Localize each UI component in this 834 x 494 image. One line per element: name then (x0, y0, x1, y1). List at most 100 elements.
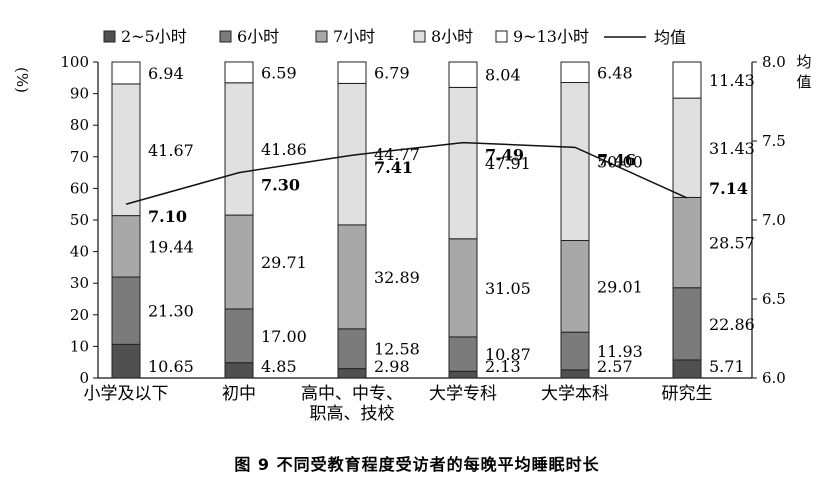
mean-label-4: 7.46 (597, 150, 636, 169)
legend-swatch-2 (315, 30, 328, 43)
category-label-3-0: 大学专科 (429, 384, 497, 404)
bar-segment-5-4 (672, 61, 702, 99)
segment-label-3-0: 2.13 (485, 357, 521, 376)
left-tick-label-1: 10 (70, 337, 89, 355)
bar-segment-1-1 (224, 308, 254, 364)
segment-label-5-3: 31.43 (709, 139, 755, 158)
category-label-0-0: 小学及以下 (84, 384, 169, 404)
segment-label-2-2: 32.89 (374, 268, 420, 287)
bar-segment-4-1 (560, 331, 590, 371)
left-tick-label-8: 80 (70, 116, 89, 134)
segment-label-1-3: 41.86 (261, 140, 307, 159)
legend-swatch-0 (103, 30, 116, 43)
left-tick-label-6: 60 (70, 179, 89, 197)
segment-label-4-4: 6.48 (597, 63, 633, 82)
category-label-1-0: 初中 (222, 384, 256, 404)
bar-segment-1-3 (224, 82, 254, 216)
category-label-4-0: 大学本科 (541, 384, 609, 404)
segment-label-0-4: 6.94 (148, 64, 184, 83)
left-tick-label-4: 40 (70, 243, 89, 261)
legend-label-0: 2~5小时 (121, 27, 187, 46)
right-tick-label-3: 7.5 (762, 132, 786, 150)
segment-label-4-2: 29.01 (597, 277, 643, 296)
bar-segment-5-1 (672, 287, 702, 361)
bar-segment-0-0 (111, 343, 141, 379)
segment-label-1-1: 17.00 (261, 327, 307, 346)
bar-segment-0-3 (111, 83, 141, 217)
mean-label-1: 7.30 (261, 176, 300, 195)
bar-segment-4-0 (560, 369, 590, 379)
right-tick-label-1: 6.5 (762, 290, 786, 308)
right-tick-label-2: 7.0 (762, 211, 786, 229)
legend-label-2: 7小时 (333, 27, 375, 46)
right-tick-label-0: 6.0 (762, 369, 786, 387)
legend-swatch-1 (219, 30, 232, 43)
segment-label-5-2: 28.57 (709, 234, 755, 253)
segment-label-2-0: 2.98 (374, 357, 410, 376)
category-label-5-0: 研究生 (662, 384, 713, 404)
segment-label-4-3: 50.00 (597, 153, 643, 172)
segment-label-2-4: 6.79 (374, 64, 410, 83)
bar-segment-4-3 (560, 82, 590, 242)
left-axis-title: (%) (13, 67, 31, 93)
segment-label-1-2: 29.71 (261, 253, 307, 272)
legend-swatch-3 (413, 30, 426, 43)
category-label-2-1: 职高、技校 (310, 404, 395, 424)
left-tick-label-3: 30 (70, 274, 89, 292)
right-axis-title-char-1: 值 (796, 73, 811, 91)
segment-label-4-0: 2.57 (597, 357, 633, 376)
segment-label-1-0: 4.85 (261, 357, 297, 376)
bar-segment-3-3 (448, 86, 478, 240)
bar-segment-1-2 (224, 214, 254, 310)
segment-label-0-2: 19.44 (148, 237, 194, 256)
bar-segment-0-2 (111, 215, 141, 278)
bar-segment-4-4 (560, 61, 590, 84)
bar-segment-3-2 (448, 238, 478, 338)
bar-segment-2-1 (337, 328, 367, 370)
right-axis-title-char-0: 均 (796, 53, 811, 71)
mean-label-2: 7.41 (374, 158, 413, 177)
segment-label-5-0: 5.71 (709, 357, 745, 376)
segment-label-3-4: 8.04 (485, 66, 521, 85)
segment-label-0-0: 10.65 (148, 357, 194, 376)
bar-segment-5-0 (672, 359, 702, 379)
segment-label-4-1: 11.93 (597, 342, 643, 361)
mean-label-5: 7.14 (709, 179, 748, 198)
bar-segment-2-4 (337, 61, 367, 84)
left-tick-label-9: 90 (70, 85, 89, 103)
bar-segment-1-0 (224, 362, 254, 379)
left-tick-label-10: 100 (60, 53, 89, 71)
segment-label-5-4: 11.43 (709, 71, 755, 90)
left-tick-label-7: 70 (70, 148, 89, 166)
mean-line (125, 141, 688, 205)
legend-label-1: 6小时 (237, 27, 279, 46)
bar-segment-5-2 (672, 196, 702, 289)
segment-label-3-2: 31.05 (485, 279, 531, 298)
mean-label-0: 7.10 (148, 207, 187, 226)
segment-label-5-1: 22.86 (709, 315, 755, 334)
bar-segment-3-1 (448, 336, 478, 372)
bar-segment-0-4 (111, 61, 141, 85)
legend-swatch-4 (495, 30, 508, 43)
bar-segment-0-1 (111, 276, 141, 345)
bar-segment-4-2 (560, 240, 590, 333)
segment-label-1-4: 6.59 (261, 63, 297, 82)
left-tick-label-2: 20 (70, 306, 89, 324)
segment-label-3-3: 47.91 (485, 154, 531, 173)
bar-segment-2-0 (337, 368, 367, 379)
legend-line-label: 均值 (654, 28, 686, 47)
legend-label-3: 8小时 (431, 27, 473, 46)
figure-caption: 图 9 不同受教育程度受访者的每晚平均睡眠时长 (234, 455, 599, 474)
bar-segment-3-4 (448, 61, 478, 88)
mean-label-3: 7.49 (485, 146, 524, 165)
segment-label-2-3: 44.77 (374, 145, 420, 164)
segment-label-2-1: 12.58 (374, 340, 420, 359)
segment-label-0-1: 21.30 (148, 302, 194, 321)
bar-segment-2-2 (337, 224, 367, 330)
bar-segment-1-4 (224, 61, 254, 84)
bar-segment-3-0 (448, 370, 478, 379)
right-tick-label-4: 8.0 (762, 53, 786, 71)
left-tick-label-0: 0 (79, 369, 89, 387)
left-tick-label-5: 50 (70, 211, 89, 229)
